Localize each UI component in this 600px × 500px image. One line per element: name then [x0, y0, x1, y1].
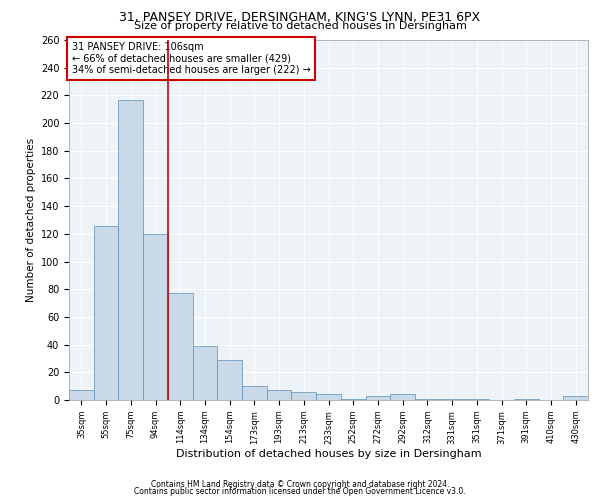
Bar [143, 234, 168, 400]
Bar [168, 294, 193, 400]
Bar [69, 390, 94, 400]
Bar [94, 226, 118, 400]
Bar [118, 100, 143, 400]
Bar [390, 394, 415, 400]
Text: Contains public sector information licensed under the Open Government Licence v3: Contains public sector information licen… [134, 487, 466, 496]
Bar [316, 394, 341, 400]
Bar [292, 392, 316, 400]
Text: Size of property relative to detached houses in Dersingham: Size of property relative to detached ho… [134, 21, 466, 31]
Bar [267, 390, 292, 400]
Bar [415, 398, 440, 400]
X-axis label: Distribution of detached houses by size in Dersingham: Distribution of detached houses by size … [176, 449, 481, 459]
Bar [464, 398, 489, 400]
Bar [365, 396, 390, 400]
Bar [514, 398, 539, 400]
Y-axis label: Number of detached properties: Number of detached properties [26, 138, 37, 302]
Text: 31, PANSEY DRIVE, DERSINGHAM, KING'S LYNN, PE31 6PX: 31, PANSEY DRIVE, DERSINGHAM, KING'S LYN… [119, 11, 481, 24]
Bar [193, 346, 217, 400]
Text: 31 PANSEY DRIVE: 106sqm
← 66% of detached houses are smaller (429)
34% of semi-d: 31 PANSEY DRIVE: 106sqm ← 66% of detache… [71, 42, 310, 75]
Bar [242, 386, 267, 400]
Bar [440, 398, 464, 400]
Text: Contains HM Land Registry data © Crown copyright and database right 2024.: Contains HM Land Registry data © Crown c… [151, 480, 449, 489]
Bar [217, 360, 242, 400]
Bar [341, 398, 365, 400]
Bar [563, 396, 588, 400]
